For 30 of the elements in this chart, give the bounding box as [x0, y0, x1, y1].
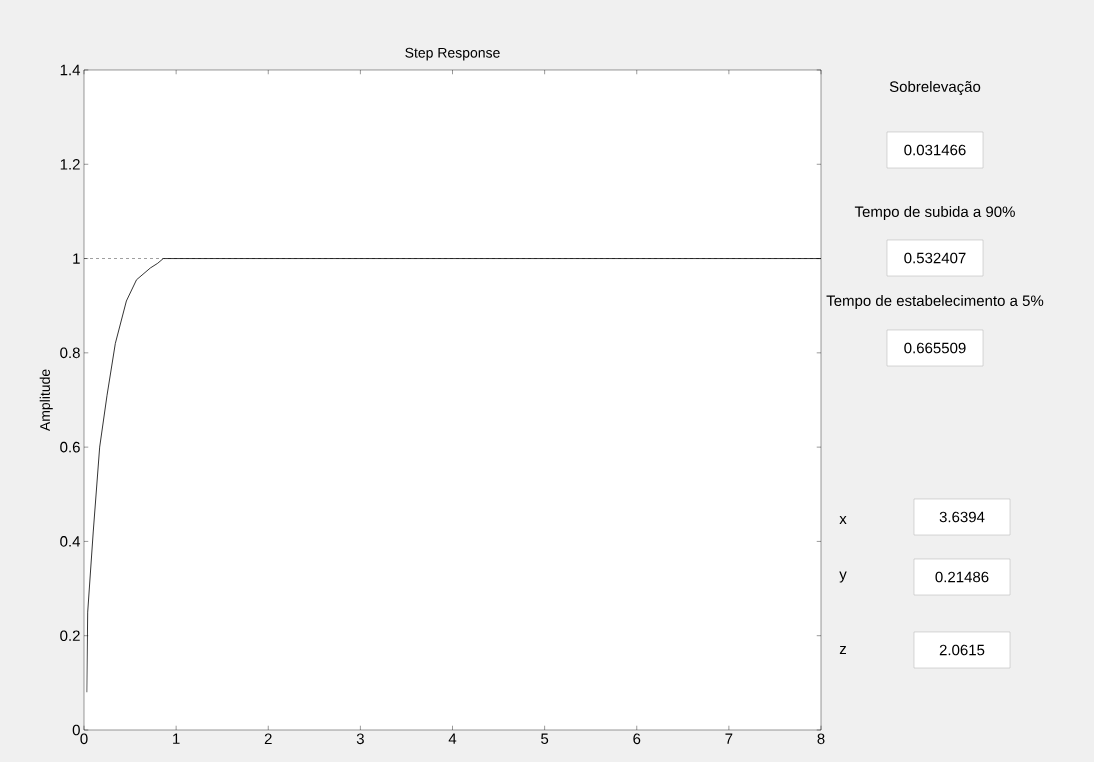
y-tick-label: 0.4 [60, 536, 81, 547]
text: 0.21486 [935, 571, 989, 583]
text: 0.031466 [904, 144, 966, 156]
x-tick-label: 6 [633, 733, 641, 745]
text: z [839, 646, 846, 654]
y-tick-label: 1.2 [60, 159, 80, 170]
y-tick-label: 0.8 [60, 347, 80, 359]
chart-title: Step Response [405, 47, 500, 61]
x-tick-label: 4 [448, 733, 457, 744]
text: Tempo de estabelecimento a 5% [826, 295, 1044, 309]
text: y [839, 571, 847, 583]
y-tick-label: 1 [73, 253, 80, 264]
x-tick-label: 8 [817, 733, 825, 745]
x-tick-label: 2 [264, 733, 272, 744]
y-tick-label: 0 [72, 724, 80, 736]
y-tick-label: 0.6 [60, 441, 80, 453]
x-tick-label: 5 [541, 733, 549, 744]
text: Sobrelevação [889, 80, 981, 96]
text: 0.665509 [904, 342, 966, 354]
x-tick-label: 1 [173, 733, 180, 744]
text: 2.0615 [939, 644, 985, 656]
y-axis-title: Amplitude [39, 369, 53, 432]
x-tick-label: 3 [356, 733, 364, 745]
text: Tempo de subida a 90% [854, 206, 1015, 220]
text: x [839, 516, 847, 524]
y-tick-label: 0.2 [60, 630, 80, 641]
x-tick-label: 7 [725, 733, 733, 744]
text: 0.532407 [904, 252, 966, 264]
y-tick-label: 1.4 [60, 64, 81, 76]
text: 3.6394 [939, 511, 985, 523]
